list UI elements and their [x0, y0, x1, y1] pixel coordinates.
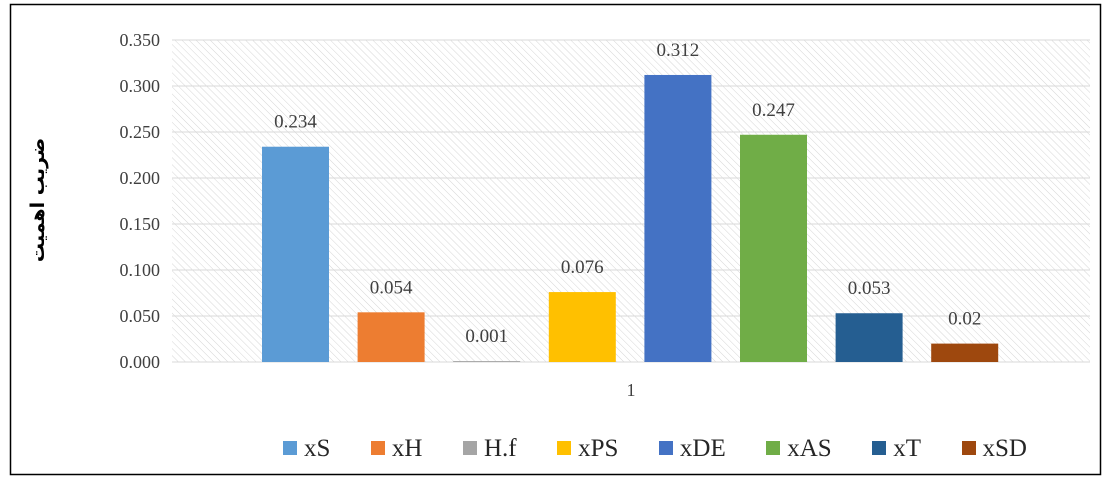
bar-xps	[548, 292, 616, 362]
y-tick-label: 0.150	[120, 214, 161, 234]
legend-swatch-xas	[766, 441, 781, 455]
y-tick-labels: 0.000 0.050 0.100 0.150 0.200 0.250 0.300 0.350	[120, 30, 161, 372]
data-label-xde: 0.312	[657, 40, 700, 61]
y-tick-label: 0.000	[120, 352, 161, 372]
y-tick-label: 0.050	[120, 306, 161, 326]
legend-swatch-xps	[557, 441, 572, 455]
legend-swatch-xh	[370, 441, 385, 455]
data-label-xt: 0.053	[848, 278, 891, 299]
bar-h-f	[453, 361, 521, 362]
data-label-xas: 0.247	[752, 100, 795, 121]
legend-item-xas: xAS	[766, 434, 832, 462]
legend-item-xh: xH	[370, 434, 423, 462]
bar-xsd	[931, 343, 999, 362]
data-label-xs: 0.234	[274, 112, 317, 133]
y-tick-label: 0.300	[120, 76, 161, 96]
legend-label-xps: xPS	[578, 434, 619, 462]
legend-label-h-f: H.f	[483, 434, 517, 462]
legend-item-xsd: xSD	[961, 434, 1027, 462]
legend-swatch-h-f	[462, 441, 477, 455]
legend-label-xh: xH	[391, 434, 423, 462]
legend-item-xs: xS	[283, 436, 330, 461]
y-tick-label: 0.250	[120, 122, 161, 142]
data-label-xh: 0.054	[370, 277, 413, 298]
legend-label-xde: xDE	[679, 434, 726, 462]
legend: xS xH H.f xPS xDE xAS xT xSD	[283, 432, 1027, 464]
legend-swatch-xsd	[961, 441, 976, 455]
y-tick-label: 0.100	[120, 260, 161, 280]
bar-xt	[835, 313, 903, 362]
legend-item-xt: xT	[872, 436, 921, 461]
legend-label-xsd: xSD	[982, 434, 1027, 462]
bar-xh	[357, 312, 425, 362]
legend-label-xas: xAS	[787, 434, 832, 462]
data-label-xsd: 0.02	[948, 309, 981, 330]
legend-swatch-xde	[658, 441, 673, 455]
data-label-h-f: 0.001	[465, 326, 508, 347]
bar-xs	[262, 146, 329, 362]
legend-item-xps: xPS	[557, 436, 618, 461]
data-label-xps: 0.076	[561, 257, 604, 278]
legend-swatch-xs	[283, 441, 297, 455]
y-tick-label: 0.350	[120, 30, 161, 50]
bar-xde	[644, 74, 712, 363]
legend-swatch-xt	[872, 441, 887, 455]
legend-label-xs: xS	[304, 434, 331, 462]
y-axis-title: ضریب اهمیت	[27, 138, 49, 262]
legend-item-h-f: H.f	[462, 434, 517, 462]
bars	[262, 74, 999, 363]
legend-label-xt: xT	[893, 434, 921, 462]
bar-xas	[740, 134, 807, 362]
y-tick-label: 0.200	[120, 168, 161, 188]
x-category-label: 1	[627, 380, 636, 400]
legend-item-xde: xDE	[658, 434, 726, 462]
data-labels: 0.234 0.054 0.001 0.076 0.312 0.247 0.053 0.02	[274, 40, 981, 347]
